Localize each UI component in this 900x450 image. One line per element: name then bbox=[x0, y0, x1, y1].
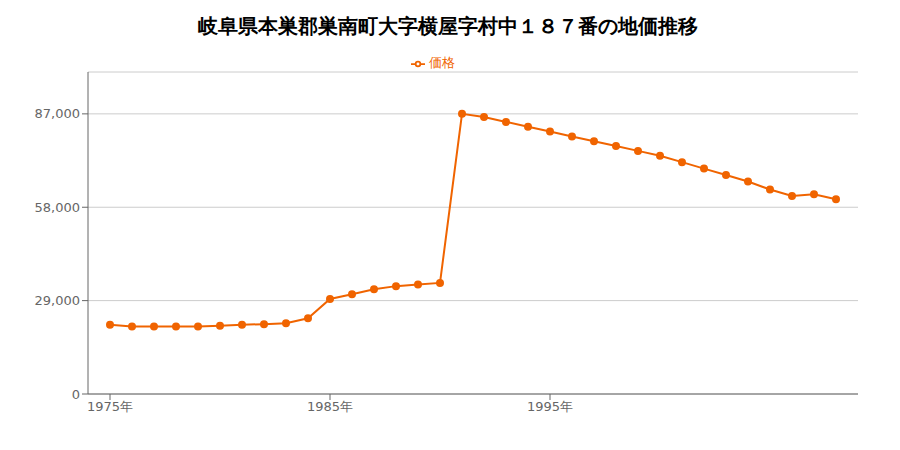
svg-text:0: 0 bbox=[72, 387, 80, 402]
svg-text:1985年: 1985年 bbox=[307, 399, 353, 414]
svg-text:87,000: 87,000 bbox=[35, 106, 81, 121]
svg-text:1975年: 1975年 bbox=[87, 399, 133, 414]
html-text:価格: 価格 bbox=[429, 55, 455, 70]
svg-text:1995年: 1995年 bbox=[527, 399, 573, 414]
html-text:岐阜県本巣郡巣南町大字横屋字村中１８７番の地価推移: 岐阜県本巣郡巣南町大字横屋字村中１８７番の地価推移 bbox=[198, 14, 698, 38]
svg-text:58,000: 58,000 bbox=[35, 200, 81, 215]
svg-text:29,000: 29,000 bbox=[35, 293, 81, 308]
